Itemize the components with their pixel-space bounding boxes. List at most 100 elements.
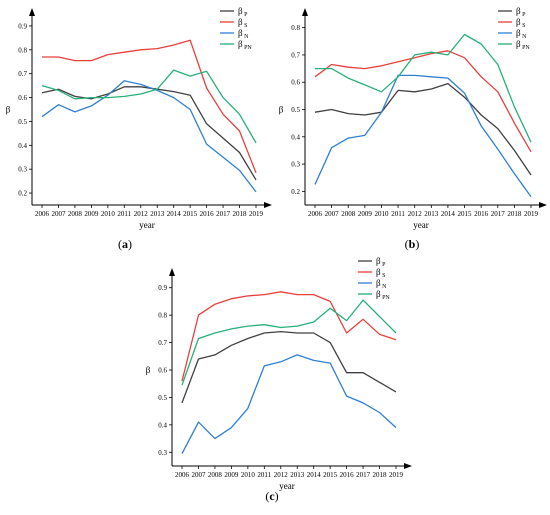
series-line-beta-PN: [181, 299, 397, 386]
legend-entry: β N: [376, 278, 387, 290]
series-line-beta-N: [314, 74, 532, 198]
legend-entry: β N: [516, 28, 527, 40]
legend-entry: β P: [238, 6, 248, 18]
legend-entry: β P: [516, 6, 526, 18]
y-tick-label: 0.8: [158, 312, 167, 320]
legend-entry: β N: [238, 28, 249, 40]
x-tick-label: 2014: [441, 210, 456, 218]
x-axis-arrow: [404, 463, 412, 469]
legend-entry: β P: [376, 256, 386, 268]
x-tick-label: 2013: [290, 471, 305, 479]
x-tick-label: 2011: [391, 210, 405, 218]
x-axis-arrow: [539, 202, 547, 208]
y-tick-label: 0.3: [291, 161, 300, 169]
y-axis-label: β: [279, 105, 284, 115]
x-tick-label: 2019: [524, 210, 539, 218]
y-axis-arrow: [29, 8, 35, 16]
series-line-beta-PN: [41, 69, 257, 144]
y-tick-label: 0.7: [291, 51, 300, 59]
x-tick-label: 2007: [51, 210, 66, 218]
y-tick-label: 0.7: [158, 339, 167, 347]
chart-panel-c: 0.3 0.4 0.5 0.6 0.7 0.8 0.9 2006 2007 2008 2009 201…: [146, 256, 412, 503]
x-tick-label: 2014: [167, 210, 182, 218]
x-tick-label: 2009: [358, 210, 373, 218]
y-tick-label: 0.2: [18, 190, 27, 198]
x-tick-label: 2015: [323, 471, 338, 479]
x-axis-arrow: [264, 202, 272, 208]
x-tick-label: 2012: [274, 471, 289, 479]
x-tick-label: 2008: [341, 210, 356, 218]
y-tick-label: 0.5: [291, 106, 300, 114]
x-tick-label: 2014: [307, 471, 322, 479]
legend-entry: β S: [376, 267, 385, 279]
x-tick-label: 2009: [224, 471, 239, 479]
x-tick-label: 2012: [408, 210, 423, 218]
x-tick-label: 2010: [101, 210, 116, 218]
series-line-beta-S: [42, 39, 257, 174]
series-line-beta-N: [41, 80, 257, 193]
y-axis-arrow: [302, 8, 308, 16]
series-line-beta-P: [314, 82, 532, 176]
x-tick-label: 2011: [257, 471, 271, 479]
y-tick-label: 0.4: [18, 142, 27, 150]
y-tick-label: 0.6: [18, 94, 27, 102]
x-tick-label: 2009: [84, 210, 99, 218]
x-tick-label: 2013: [424, 210, 439, 218]
x-axis-label: year: [413, 220, 429, 230]
x-tick-label: 2007: [325, 210, 340, 218]
x-tick-label: 2007: [191, 471, 206, 479]
panel-label: (c): [265, 489, 278, 503]
y-axis-label: β: [6, 105, 11, 115]
x-tick-label: 2006: [35, 210, 50, 218]
x-tick-label: 2015: [458, 210, 473, 218]
x-tick-label: 2008: [208, 471, 223, 479]
series-line-beta-N: [181, 354, 397, 455]
x-tick-label: 2006: [308, 210, 323, 218]
x-tick-label: 2016: [200, 210, 215, 218]
x-tick-label: 2019: [389, 471, 404, 479]
x-tick-label: 2018: [373, 471, 388, 479]
y-tick-label: 0.4: [291, 133, 300, 141]
series-line-beta-P: [41, 86, 257, 181]
series-line-beta-S: [314, 50, 532, 153]
y-tick-label: 0.9: [18, 22, 27, 30]
y-tick-label: 0.8: [18, 46, 27, 54]
x-tick-label: 2018: [233, 210, 248, 218]
y-tick-label: 0.5: [158, 394, 167, 402]
x-tick-label: 2016: [474, 210, 489, 218]
x-tick-label: 2012: [134, 210, 149, 218]
legend-entry: β S: [238, 17, 247, 29]
chart-panel-a: 0.2 0.3 0.4 0.5 0.6 0.7 0.8 0.9 2006 2007 2008 2009…: [6, 6, 272, 251]
x-tick-label: 2008: [68, 210, 83, 218]
legend-entry: β S: [516, 17, 525, 29]
y-tick-label: 0.9: [158, 284, 167, 292]
panel-label: (a): [118, 237, 132, 251]
y-tick-label: 0.6: [291, 79, 300, 87]
y-tick-label: 0.3: [158, 449, 167, 457]
x-tick-label: 2018: [507, 210, 522, 218]
series-line-beta-S: [181, 291, 397, 382]
x-tick-label: 2019: [249, 210, 264, 218]
x-tick-label: 2016: [340, 471, 355, 479]
x-tick-label: 2017: [356, 471, 371, 479]
y-axis-label: β: [146, 365, 151, 375]
x-tick-label: 2006: [175, 471, 190, 479]
y-axis-arrow: [169, 268, 175, 276]
x-tick-label: 2017: [491, 210, 506, 218]
y-tick-label: 0.7: [18, 70, 27, 78]
series-line-beta-PN: [315, 33, 532, 143]
y-tick-label: 0.4: [158, 421, 167, 429]
legend-entry: β PN: [376, 289, 390, 301]
x-tick-label: 2010: [374, 210, 389, 218]
x-axis-label: year: [139, 220, 155, 230]
y-tick-label: 0.3: [18, 166, 27, 174]
y-tick-label: 0.8: [291, 24, 300, 32]
x-tick-label: 2015: [183, 210, 198, 218]
x-tick-label: 2013: [150, 210, 165, 218]
series-line-beta-P: [181, 330, 397, 404]
y-tick-label: 0.6: [158, 367, 167, 375]
x-tick-label: 2017: [216, 210, 231, 218]
